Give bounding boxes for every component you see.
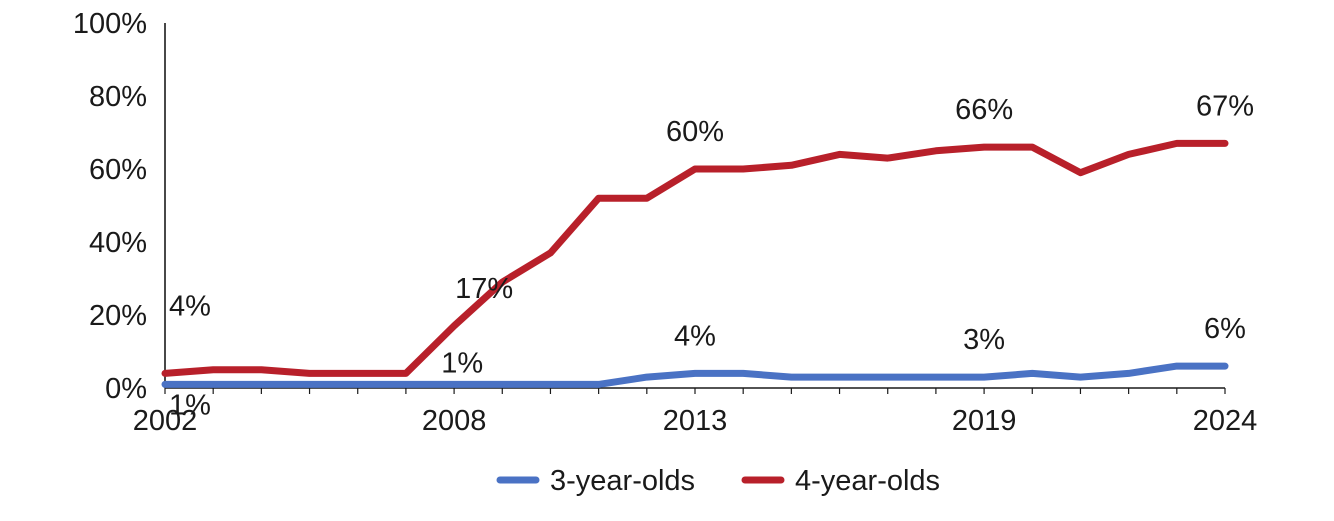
data-labels: 1% 1% 4% 3% 6% 4% 17% 60% 66% 67% [169,90,1254,421]
y-tick-label: 60% [89,154,147,186]
data-label: 1% [169,389,211,421]
legend: 3-year-olds 4-year-olds [496,465,940,497]
data-label: 66% [955,94,1013,126]
series-line-three-year-olds [161,362,1229,388]
y-tick-label: 40% [89,227,147,259]
x-tick-label: 2008 [422,405,487,437]
x-tick-label: 2019 [952,405,1017,437]
axes: 0% 20% 40% 60% 80% 100% 2002 2008 2013 2019 2024 [73,8,1257,437]
legend-label: 4-year-olds [795,465,940,497]
y-tick-label: 80% [89,81,147,113]
x-tick-label: 2013 [663,405,728,437]
y-tick-label: 100% [73,8,147,40]
data-label: 17% [455,273,513,305]
data-label: 60% [666,116,724,148]
y-tick-label: 20% [89,300,147,332]
series-line-four-year-olds [161,139,1229,377]
data-label: 1% [441,347,483,379]
series-layer [161,139,1229,388]
data-label: 67% [1196,90,1254,122]
y-tick-label: 0% [105,373,147,405]
data-label: 4% [169,290,211,322]
data-label: 4% [674,320,716,352]
data-label: 6% [1204,313,1246,345]
x-tick-label: 2024 [1193,405,1258,437]
data-label: 3% [963,324,1005,356]
x-tick-label: 2002 [133,405,198,437]
legend-label: 3-year-olds [550,465,695,497]
